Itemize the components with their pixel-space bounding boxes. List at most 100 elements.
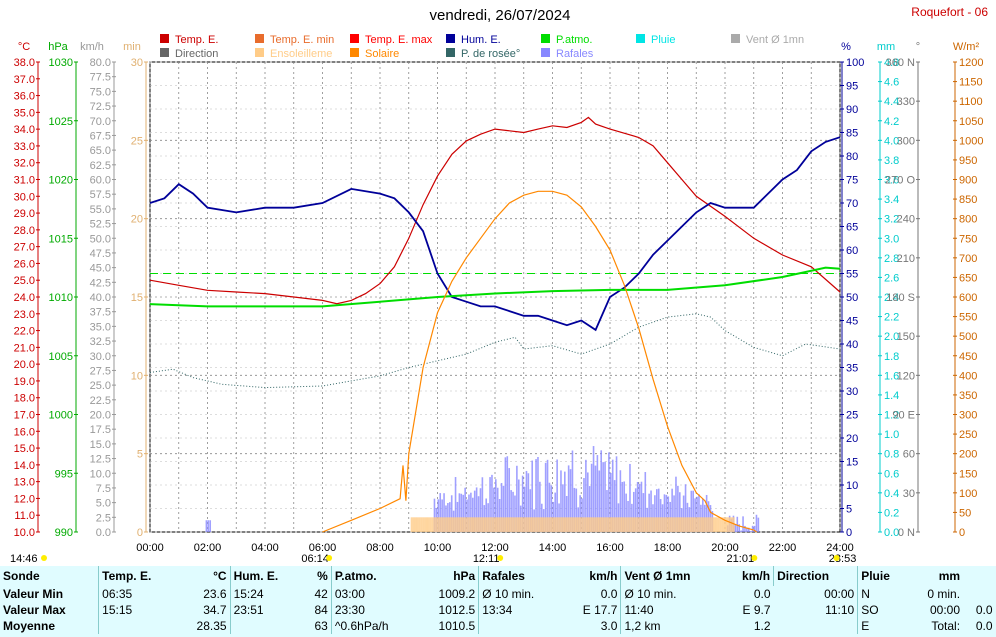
axis-unit-patm: hPa [48, 41, 68, 53]
axis-tick-label-dir: 210 [897, 253, 915, 265]
rafale-bar [550, 485, 553, 532]
ensoleillement-bar [711, 517, 714, 532]
table-cell: 28.35 [196, 619, 227, 633]
axis-tick-label-pluie: 0.4 [884, 488, 899, 500]
rafale-bar [667, 496, 670, 532]
sun-icon [833, 555, 840, 561]
ensoleillement-bar [518, 517, 520, 532]
axis-tick-label-temp: 31.0 [14, 175, 35, 187]
rafale-bar [665, 494, 668, 532]
table-header-cell: hPa [453, 569, 476, 583]
ensoleillement-bar [690, 517, 693, 532]
axis-tick-label-solar: 50 [959, 507, 971, 519]
rafale-bar [600, 450, 603, 532]
rafale-bar [493, 487, 495, 532]
rafale-bar [610, 472, 612, 532]
ensoleillement-bar [636, 517, 639, 532]
axis-tick-label-hum: 55 [846, 269, 858, 281]
ensoleillement-bar [502, 517, 505, 532]
x-tick-label: 22:00 [769, 542, 797, 554]
rafale-bar [554, 492, 557, 532]
rafale-bar [456, 501, 459, 532]
axis-tick-label-solar: 350 [959, 390, 977, 402]
axis-tick-label-vent: 7.5 [96, 483, 111, 495]
sunset-time: 21:01 [727, 553, 755, 565]
table-header-cell: Rafales [478, 566, 563, 586]
ensoleillement-bar [466, 517, 469, 532]
x-tick-label: 10:00 [424, 542, 452, 554]
ensoleillement-bar [702, 517, 704, 532]
ensoleillement-bar [431, 517, 434, 532]
ensoleillement-bar [454, 517, 457, 532]
rafale-bar [587, 472, 589, 532]
ensoleillement-bar [692, 517, 695, 532]
table-cell: 06:35 [98, 586, 178, 602]
axis-tick-label-solar: 1200 [959, 57, 983, 69]
rafale-bar [663, 494, 666, 532]
x-tick-label: 04:00 [251, 542, 279, 554]
axis-tick-label-pluie: 0.2 [884, 507, 899, 519]
ensoleillement-bar [700, 517, 703, 532]
rafale-bar [546, 459, 549, 532]
axis-tick-label-temp: 33.0 [14, 141, 35, 153]
axis-tick-label-hum: 65 [846, 222, 858, 234]
ensoleillement-bar [473, 517, 476, 532]
axis-tick-label-hum: 5 [846, 504, 852, 516]
ensoleillement-bar [631, 517, 634, 532]
legend-swatch [255, 48, 264, 57]
rafale-bar [537, 457, 539, 532]
ensoleillement-bar [703, 517, 706, 532]
ensoleillement-bar [577, 517, 580, 532]
ensoleillement-bar [728, 517, 731, 532]
axis-tick-label-pluie: 3.6 [884, 175, 899, 187]
rafale-bar [677, 485, 679, 532]
rafale-bar [654, 495, 656, 532]
rafale-bar [753, 525, 756, 532]
table-header-cell: km/h [742, 569, 771, 583]
axis-tick-label-vent: 5.0 [96, 498, 111, 510]
ensoleillement-bar [604, 517, 607, 532]
ensoleillement-bar [579, 517, 582, 532]
axis-tick-label-pluie: 2.8 [884, 253, 899, 265]
axis-tick-label-patm: 1000 [49, 410, 73, 422]
axis-tick-label-solar: 150 [959, 468, 977, 480]
axis-tick-label-pluie: 3.8 [884, 155, 899, 167]
rafale-bar [740, 530, 742, 532]
legend-swatch [446, 48, 455, 57]
ensoleillement-bar [558, 517, 561, 532]
rafale-bar [525, 470, 528, 532]
ensoleillement-bar [472, 517, 474, 532]
axis-tick-label-hum: 45 [846, 316, 858, 328]
axis-tick-label-solar: 500 [959, 331, 977, 343]
table-cell: SO [857, 602, 908, 618]
ensoleillement-bar [588, 517, 591, 532]
ensoleillement-bar [565, 517, 568, 532]
ensoleillement-bar [477, 517, 480, 532]
ensoleillement-bar [554, 517, 557, 532]
x-tick-label: 08:00 [366, 542, 394, 554]
legend-swatch [731, 34, 740, 43]
axis-tick-label-temp: 29.0 [14, 208, 35, 220]
table-cell: 84 [314, 603, 328, 617]
rafale-bar [535, 459, 537, 532]
rafale-bar [588, 486, 591, 532]
rafale-bar [611, 459, 614, 532]
ensoleillement-bar [709, 517, 712, 532]
table-cell: 11:40 [620, 602, 725, 618]
axis-tick-label-hum: 20 [846, 433, 858, 445]
axis-tick-label-dir: 300 [897, 135, 915, 147]
rafale-bar [627, 500, 629, 532]
legend-swatch [160, 48, 169, 57]
solar-noon-time: 12:11 [473, 553, 500, 565]
rafale-bar [562, 484, 564, 532]
rafale-bar [602, 462, 604, 532]
axis-tick-label-min: 5 [137, 449, 143, 461]
ensoleillement-bar [523, 517, 526, 532]
ensoleillement-bar [414, 517, 417, 532]
ensoleillement-bar [564, 517, 566, 532]
table-header-cell: % [317, 569, 328, 583]
row-label: Moyenne [3, 619, 56, 633]
axis-tick-label-hum: 60 [846, 245, 858, 257]
table-cell: 3.0 [600, 619, 618, 633]
axis-tick-label-vent: 50.0 [90, 233, 111, 245]
